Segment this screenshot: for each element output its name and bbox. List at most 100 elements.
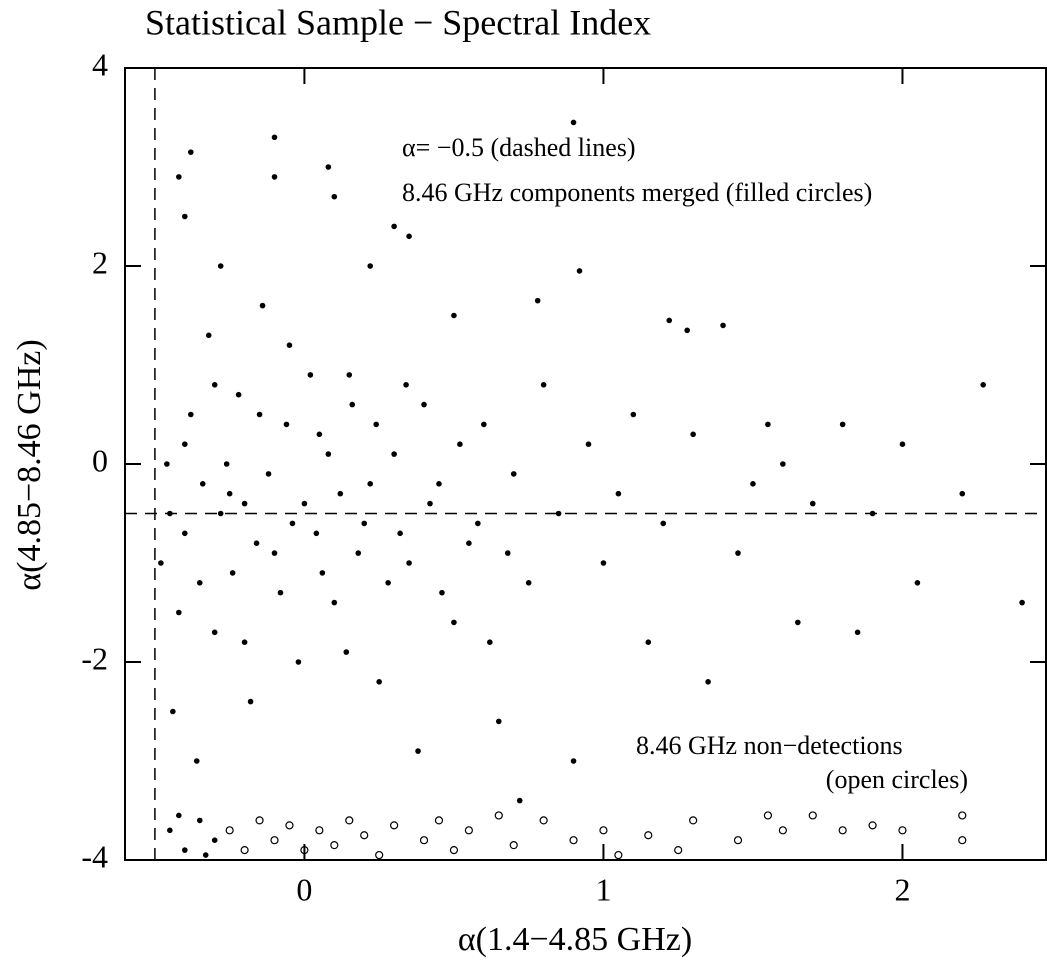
- filled-point: [466, 540, 472, 546]
- filled-point: [451, 312, 457, 319]
- filled-point: [869, 510, 876, 517]
- filled-point: [630, 411, 637, 418]
- open-point: [240, 845, 249, 855]
- filled-point: [980, 382, 987, 388]
- filled-point: [253, 540, 260, 546]
- filled-point: [217, 263, 224, 269]
- filled-point: [959, 490, 966, 497]
- open-point: [255, 816, 264, 825]
- filled-point: [271, 134, 278, 141]
- filled-point: [167, 510, 173, 517]
- filled-point: [705, 679, 711, 685]
- filled-point: [504, 550, 511, 556]
- filled-point: [367, 481, 374, 487]
- filled-point: [235, 391, 242, 398]
- filled-point: [226, 490, 233, 497]
- open-point: [958, 836, 967, 845]
- filled-point: [427, 500, 433, 507]
- filled-point: [406, 560, 412, 566]
- y-axis-label: α(4.85−8.46 GHz): [11, 339, 48, 590]
- filled-point: [325, 164, 332, 170]
- open-point: [808, 811, 817, 820]
- filled-point: [343, 649, 350, 655]
- filled-point: [295, 659, 302, 665]
- y-tick-label: 2: [92, 244, 108, 280]
- open-point: [614, 850, 623, 860]
- open-point: [644, 831, 653, 840]
- filled-point: [570, 758, 577, 764]
- open-point: [674, 845, 683, 855]
- filled-point: [540, 382, 547, 388]
- y-tick-label: -2: [81, 640, 108, 676]
- filled-point: [164, 461, 170, 467]
- open-point: [838, 826, 847, 835]
- open-point: [898, 826, 907, 835]
- filled-point: [346, 372, 353, 378]
- open-point: [345, 816, 354, 825]
- filled-point: [391, 223, 397, 230]
- filled-point: [376, 679, 382, 685]
- filled-point: [439, 589, 445, 596]
- filled-point: [176, 174, 182, 180]
- open-point: [225, 826, 234, 835]
- filled-point: [202, 852, 209, 858]
- filled-point: [585, 441, 592, 448]
- filled-point: [325, 451, 332, 457]
- filled-point: [223, 461, 230, 467]
- filled-point: [660, 520, 667, 527]
- filled-point: [196, 580, 203, 586]
- annotation: 8.46 GHz components merged (filled circl…: [402, 178, 872, 207]
- filled-point: [750, 481, 756, 487]
- open-point: [733, 836, 743, 845]
- filled-point: [289, 520, 296, 527]
- filled-point: [316, 431, 323, 438]
- filled-point: [182, 441, 188, 448]
- filled-point: [283, 421, 290, 428]
- filled-point: [534, 297, 541, 304]
- open-point: [569, 836, 578, 845]
- filled-point: [839, 421, 846, 428]
- y-tick-label: 4: [92, 46, 108, 82]
- filled-point: [525, 580, 532, 586]
- open-point: [375, 850, 384, 860]
- filled-point: [666, 317, 673, 324]
- filled-point: [487, 639, 493, 645]
- filled-point: [176, 609, 182, 616]
- filled-point: [795, 619, 801, 626]
- open-point: [494, 811, 503, 820]
- filled-point: [914, 580, 921, 586]
- filled-point: [397, 530, 403, 537]
- annotation: α= −0.5 (dashed lines): [402, 133, 636, 162]
- filled-point: [211, 837, 218, 843]
- filled-point: [271, 550, 278, 556]
- open-point: [360, 831, 369, 840]
- filled-point: [355, 550, 362, 556]
- filled-point: [684, 327, 690, 334]
- filled-point: [229, 570, 236, 576]
- open-point: [419, 836, 429, 845]
- filled-point: [436, 481, 442, 487]
- filled-point: [367, 263, 374, 269]
- filled-point: [199, 481, 206, 487]
- open-point: [330, 841, 339, 850]
- open-point: [464, 826, 473, 835]
- filled-point: [403, 382, 409, 388]
- filled-point: [361, 520, 368, 527]
- open-point: [868, 821, 877, 830]
- filled-point: [406, 233, 412, 240]
- filled-point: [247, 698, 254, 705]
- filled-point: [286, 342, 293, 349]
- filled-point: [570, 119, 577, 126]
- filled-point: [645, 639, 652, 645]
- filled-point: [481, 421, 487, 428]
- open-point: [958, 811, 967, 820]
- open-point: [763, 811, 773, 820]
- filled-point: [307, 372, 314, 378]
- filled-point: [265, 471, 272, 477]
- filled-point: [256, 411, 263, 418]
- filled-point: [167, 827, 173, 834]
- filled-point: [331, 599, 338, 606]
- filled-point: [421, 401, 427, 408]
- annotation: 8.46 GHz non−detections: [636, 731, 903, 760]
- filled-point: [187, 411, 194, 418]
